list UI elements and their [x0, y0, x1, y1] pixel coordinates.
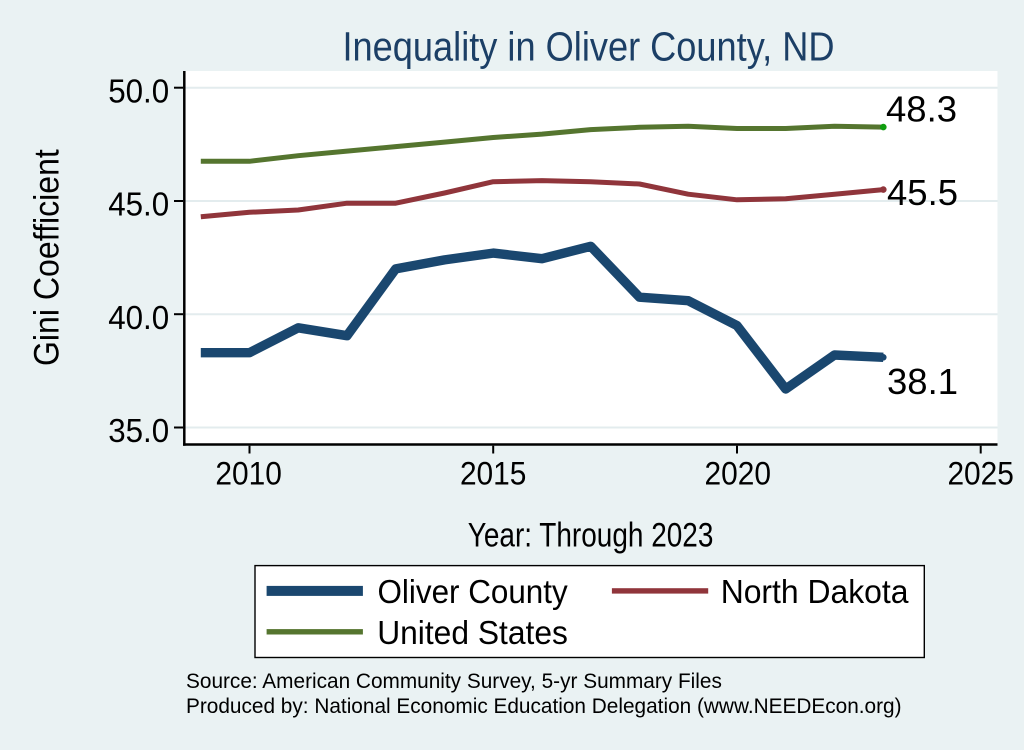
svg-text:45.5: 45.5	[887, 172, 958, 213]
svg-text:38.1: 38.1	[887, 361, 958, 402]
svg-text:45.0: 45.0	[108, 187, 169, 224]
svg-text:Produced by: National Economic: Produced by: National Economic Education…	[186, 695, 902, 718]
svg-text:Year: Through 2023: Year: Through 2023	[468, 516, 714, 554]
svg-text:48.3: 48.3	[886, 88, 957, 129]
svg-text:40.0: 40.0	[108, 300, 169, 337]
svg-text:Source: American Community Sur: Source: American Community Survey, 5-yr …	[186, 670, 722, 693]
svg-text:United States: United States	[377, 615, 568, 652]
svg-text:50.0: 50.0	[108, 73, 169, 110]
svg-text:Gini Coefficient: Gini Coefficient	[28, 149, 67, 366]
svg-text:2010: 2010	[215, 455, 282, 492]
svg-text:2020: 2020	[705, 455, 772, 492]
svg-text:2015: 2015	[460, 455, 527, 492]
svg-text:Oliver County: Oliver County	[378, 574, 569, 611]
svg-text:2025: 2025	[947, 455, 1014, 492]
svg-text:North Dakota: North Dakota	[721, 574, 909, 611]
svg-text:Inequality in Oliver County, N: Inequality in Oliver County, ND	[343, 23, 835, 69]
svg-text:35.0: 35.0	[108, 413, 169, 450]
